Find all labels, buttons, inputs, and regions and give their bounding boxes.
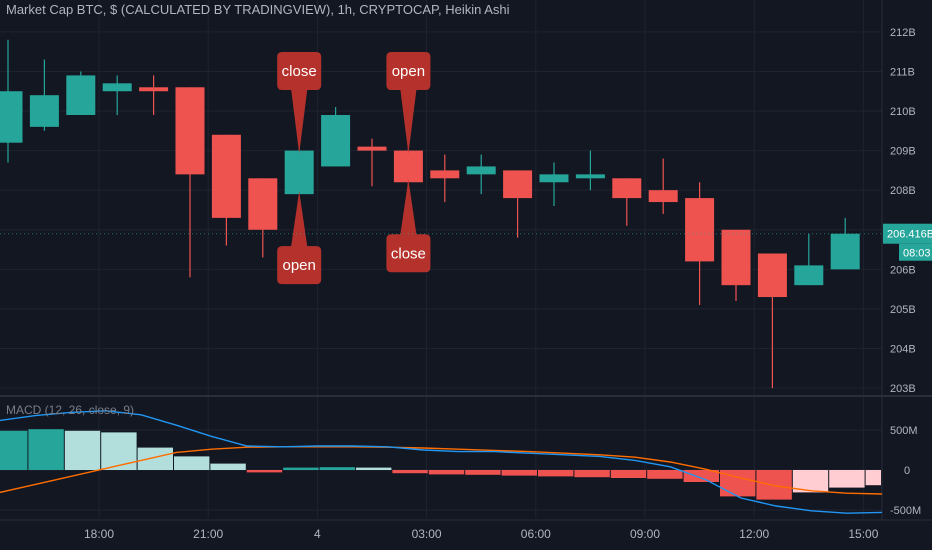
macd-axis-label: 500M [890,425,918,437]
time-axis-label: 06:00 [521,527,551,541]
macd-axis-label: 0 [904,465,910,477]
price-axis-label: 210B [890,106,916,118]
macd-histogram-bar [392,470,428,474]
macd-histogram-bar [210,463,246,470]
annotation-label: close [282,63,317,80]
time-axis-label: 4 [314,527,321,541]
countdown-tag [899,243,932,261]
annotation-label: close [391,245,426,262]
macd-histogram-bar [28,429,64,470]
macd-histogram-bar [283,467,319,470]
candle-body[interactable] [321,114,351,167]
price-axis-label: 204B [890,343,916,355]
candle-body[interactable] [139,87,169,92]
macd-histogram-bar [647,470,683,479]
countdown-label: 08:03 [903,248,931,260]
macd-axis-label: -500M [890,505,921,517]
candle-body[interactable] [539,174,569,183]
annotation-callout [386,52,431,154]
annotation-callout [277,52,322,154]
price-axis-label: 203B [890,383,916,395]
macd-title: MACD (12, 26, close, 9) [6,403,135,417]
macd-histogram-bar [356,467,392,470]
price-axis-label: 209B [890,146,916,158]
candle-body[interactable] [830,233,860,270]
candle-body[interactable] [393,150,423,183]
price-axis-label: 212B [890,27,916,39]
macd-line [0,410,883,514]
time-axis-label: 12:00 [739,527,769,541]
candle-body[interactable] [248,178,278,230]
macd-histogram-bar [683,470,719,482]
macd-histogram-bar [0,430,28,470]
macd-histogram-bar [538,470,574,477]
macd-histogram-bar [501,470,537,476]
macd-histogram-bar [137,447,173,470]
macd-histogram-bar [101,432,137,470]
annotation-label: open [283,257,316,274]
annotation-callout [386,179,431,273]
annotation-callout [277,191,322,285]
candle-body[interactable] [175,87,205,175]
price-axis-label: 205B [890,304,916,316]
candle-body[interactable] [612,178,642,199]
candle-body[interactable] [503,170,533,199]
time-axis-label: 03:00 [412,527,442,541]
time-axis-label: 21:00 [193,527,223,541]
annotation-label: open [392,63,425,80]
candle-body[interactable] [648,190,678,203]
time-axis-label: 15:00 [848,527,878,541]
macd-histogram-bar [792,470,829,493]
last-price-label: 206.416B [887,229,932,241]
macd-histogram-bar [465,470,501,475]
candle-body[interactable] [721,229,751,286]
time-axis-label: 09:00 [630,527,660,541]
candle-body[interactable] [357,146,387,151]
candle-body[interactable] [757,253,787,298]
chart-title: Market Cap BTC, $ (CALCULATED BY TRADING… [6,2,510,17]
macd-signal-line [0,446,883,495]
macd-histogram-bar [246,470,283,473]
candle-body[interactable] [102,83,132,92]
candle-body[interactable] [284,150,314,195]
macd-histogram-bar [574,470,610,478]
time-axis-label: 18:00 [84,527,114,541]
macd-histogram-bar [428,470,465,475]
macd-histogram-bar [174,456,210,470]
candle-body[interactable] [466,166,496,175]
candle-body[interactable] [0,91,23,143]
candle-body[interactable] [575,174,605,179]
candle-body[interactable] [794,265,824,286]
candle-body[interactable] [685,198,715,262]
macd-histogram-bar [64,430,101,470]
macd-histogram-bar [829,470,865,488]
macd-histogram-bar [319,467,355,470]
macd-histogram-bar [756,470,792,500]
price-axis-label: 208B [890,185,916,197]
candle-body[interactable] [430,170,460,179]
candle-body[interactable] [211,134,241,218]
macd-histogram-bar [865,470,881,486]
candle-body[interactable] [66,75,96,115]
last-price-tag [883,223,932,244]
macd-histogram-bar [610,470,647,478]
price-axis-label: 206B [890,264,916,276]
price-axis-label: 211B [890,66,915,78]
candle-body[interactable] [29,95,59,127]
